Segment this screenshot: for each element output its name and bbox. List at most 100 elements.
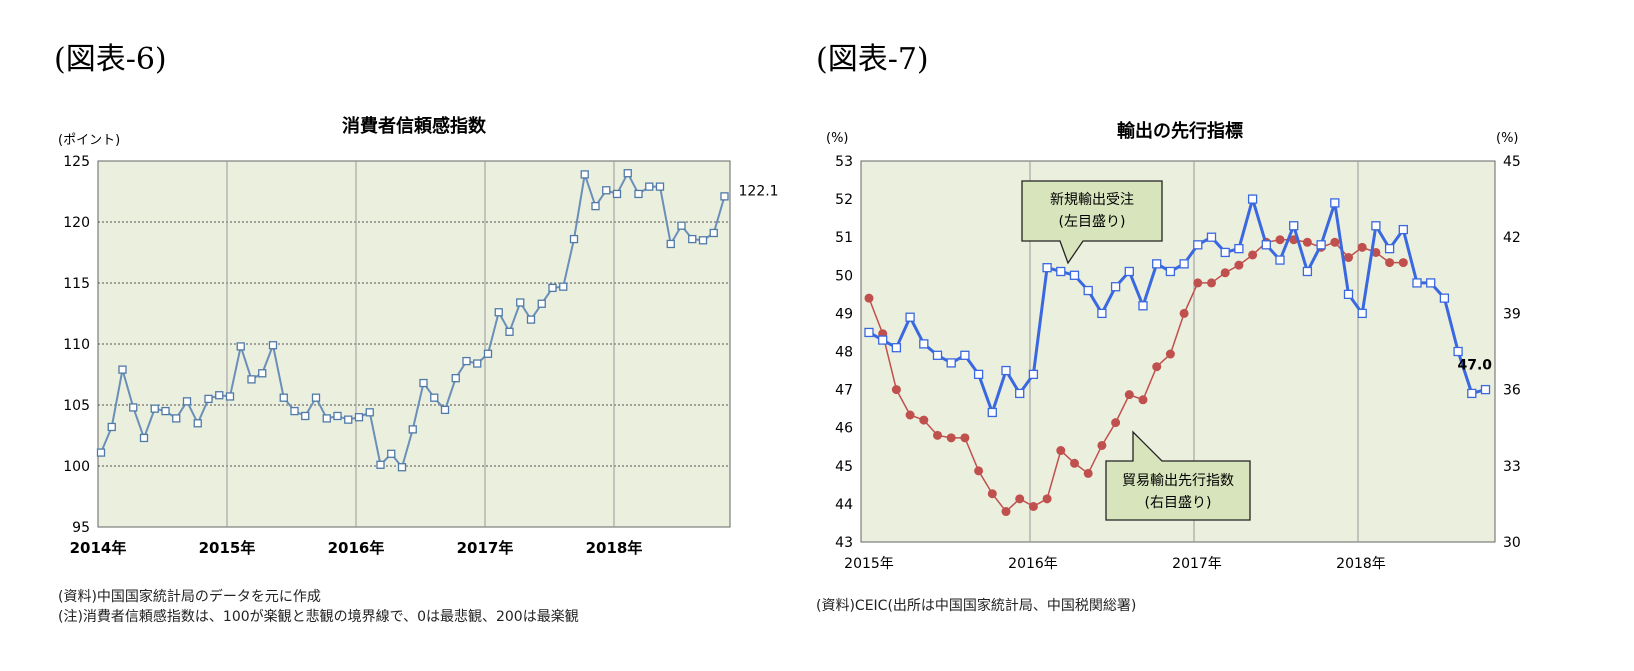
orders-callout-box xyxy=(1021,180,1163,265)
data-point-marker xyxy=(645,182,654,191)
orders-callout-line2: (左目盛り) xyxy=(1059,214,1126,230)
leading-index-marker xyxy=(1179,308,1189,318)
y-left-tick-label: 51 xyxy=(835,230,853,246)
y-tick-label: 100 xyxy=(63,459,90,475)
export-orders-marker xyxy=(1015,388,1025,399)
data-point-marker xyxy=(118,365,127,374)
data-point-marker xyxy=(634,189,643,199)
data-point-marker xyxy=(720,192,729,201)
export-orders-marker xyxy=(1234,243,1244,254)
y-right-tick-label: 33 xyxy=(1503,459,1521,475)
leading-index-marker xyxy=(1152,362,1162,372)
export-orders-marker xyxy=(919,339,929,349)
leading-callout-box xyxy=(1105,430,1251,521)
export-orders-marker xyxy=(1316,240,1326,250)
leading-index-marker xyxy=(1398,258,1408,268)
y-right-tick-label: 42 xyxy=(1503,230,1521,246)
data-point-marker xyxy=(172,414,181,423)
export-orders-marker xyxy=(1193,240,1203,250)
leading-index-marker xyxy=(1330,237,1340,247)
y-left-tick-label: 53 xyxy=(835,154,853,170)
export-orders-marker xyxy=(1357,308,1367,319)
leading-index-marker xyxy=(987,489,997,499)
data-point-marker xyxy=(107,422,116,432)
data-point-marker xyxy=(311,393,321,402)
data-point-marker xyxy=(268,341,278,350)
data-point-marker xyxy=(225,392,235,401)
leading-index-marker xyxy=(1344,253,1353,263)
y-right-tick-label: 36 xyxy=(1503,383,1521,399)
export-orders-marker xyxy=(878,335,888,345)
export-orders-marker xyxy=(1480,384,1491,395)
leading-index-marker xyxy=(946,433,956,443)
leading-index-marker xyxy=(1138,395,1148,405)
leading-index-marker xyxy=(1083,468,1093,478)
export-orders-marker xyxy=(905,312,915,322)
leading-index-marker xyxy=(1302,237,1312,247)
leading-index-marker xyxy=(960,433,970,443)
data-point-marker xyxy=(612,189,622,199)
data-point-marker xyxy=(526,315,536,324)
export-orders-marker xyxy=(864,327,874,338)
x-tick-label: 2015年 xyxy=(844,556,894,572)
y-right-tick-label: 30 xyxy=(1503,535,1521,551)
data-point-marker xyxy=(96,448,106,457)
y-left-tick-label: 52 xyxy=(835,192,853,208)
data-point-marker xyxy=(139,433,149,443)
export-orders-marker xyxy=(1439,293,1450,303)
chart1-title: 消費者信頼感指数 xyxy=(342,115,487,137)
data-point-marker xyxy=(161,406,170,416)
export-orders-marker xyxy=(1426,278,1436,288)
data-point-marker xyxy=(215,391,224,400)
leading-index-marker xyxy=(919,415,929,425)
export-orders-marker xyxy=(932,350,943,360)
data-point-marker xyxy=(236,342,245,351)
leading-index-marker xyxy=(905,410,915,420)
leading-index-marker xyxy=(1028,501,1038,511)
export-orders-marker xyxy=(1220,247,1230,258)
y-left-tick-label: 47 xyxy=(835,383,853,399)
data-point-marker xyxy=(623,169,632,178)
data-point-marker xyxy=(333,411,342,421)
chart2-source-note: (資料)CEIC(出所は中国国家統計局、中国税関総署) xyxy=(816,598,1137,614)
export-orders-marker xyxy=(891,343,902,353)
leading-index-marker xyxy=(1097,440,1107,450)
leading-index-marker xyxy=(891,385,901,395)
export-orders-marker xyxy=(1110,282,1121,292)
export-orders-marker xyxy=(1152,259,1162,269)
export-orders-marker xyxy=(1384,243,1395,254)
export-orders-marker xyxy=(960,350,970,360)
export-orders-marker xyxy=(973,369,984,380)
y-tick-label: 115 xyxy=(63,276,90,292)
data-point-marker xyxy=(569,234,579,244)
leading-index-marker xyxy=(1385,258,1395,268)
export-orders-marker xyxy=(1371,221,1381,231)
export-orders-marker xyxy=(1124,266,1134,277)
export-orders-marker xyxy=(1165,266,1176,277)
data-point-marker xyxy=(182,397,192,406)
x-tick-label: 2018年 xyxy=(1336,556,1386,572)
data-point-marker xyxy=(559,282,568,291)
data-point-marker xyxy=(387,449,396,458)
chart2-title: 輸出の先行指標 xyxy=(1117,120,1243,142)
export-orders-marker xyxy=(1275,255,1285,265)
export-orders-marker xyxy=(946,358,956,368)
x-tick-label: 2016年 xyxy=(1008,556,1058,572)
data-point-marker xyxy=(204,394,213,404)
chart1-y-axis-label: (ポイント) xyxy=(58,133,120,148)
export-orders-marker xyxy=(1289,221,1299,231)
x-tick-label: 2017年 xyxy=(457,539,514,557)
data-point-marker xyxy=(451,374,460,383)
data-point-marker xyxy=(709,228,718,238)
chart1-definition-note: (注)消費者信頼感指数は、100が楽観と悲観の境界線で、0は最悲観、200は最楽… xyxy=(58,609,579,625)
data-point-marker xyxy=(376,460,385,469)
y-right-tick-label: 45 xyxy=(1503,154,1521,170)
data-point-marker xyxy=(129,403,138,412)
export-orders-marker xyxy=(1398,224,1408,235)
y-left-tick-label: 43 xyxy=(835,535,853,551)
data-point-marker xyxy=(279,393,288,402)
leading-index-marker xyxy=(1124,390,1134,400)
leading-index-marker xyxy=(1111,418,1121,428)
data-point-marker xyxy=(247,375,256,384)
